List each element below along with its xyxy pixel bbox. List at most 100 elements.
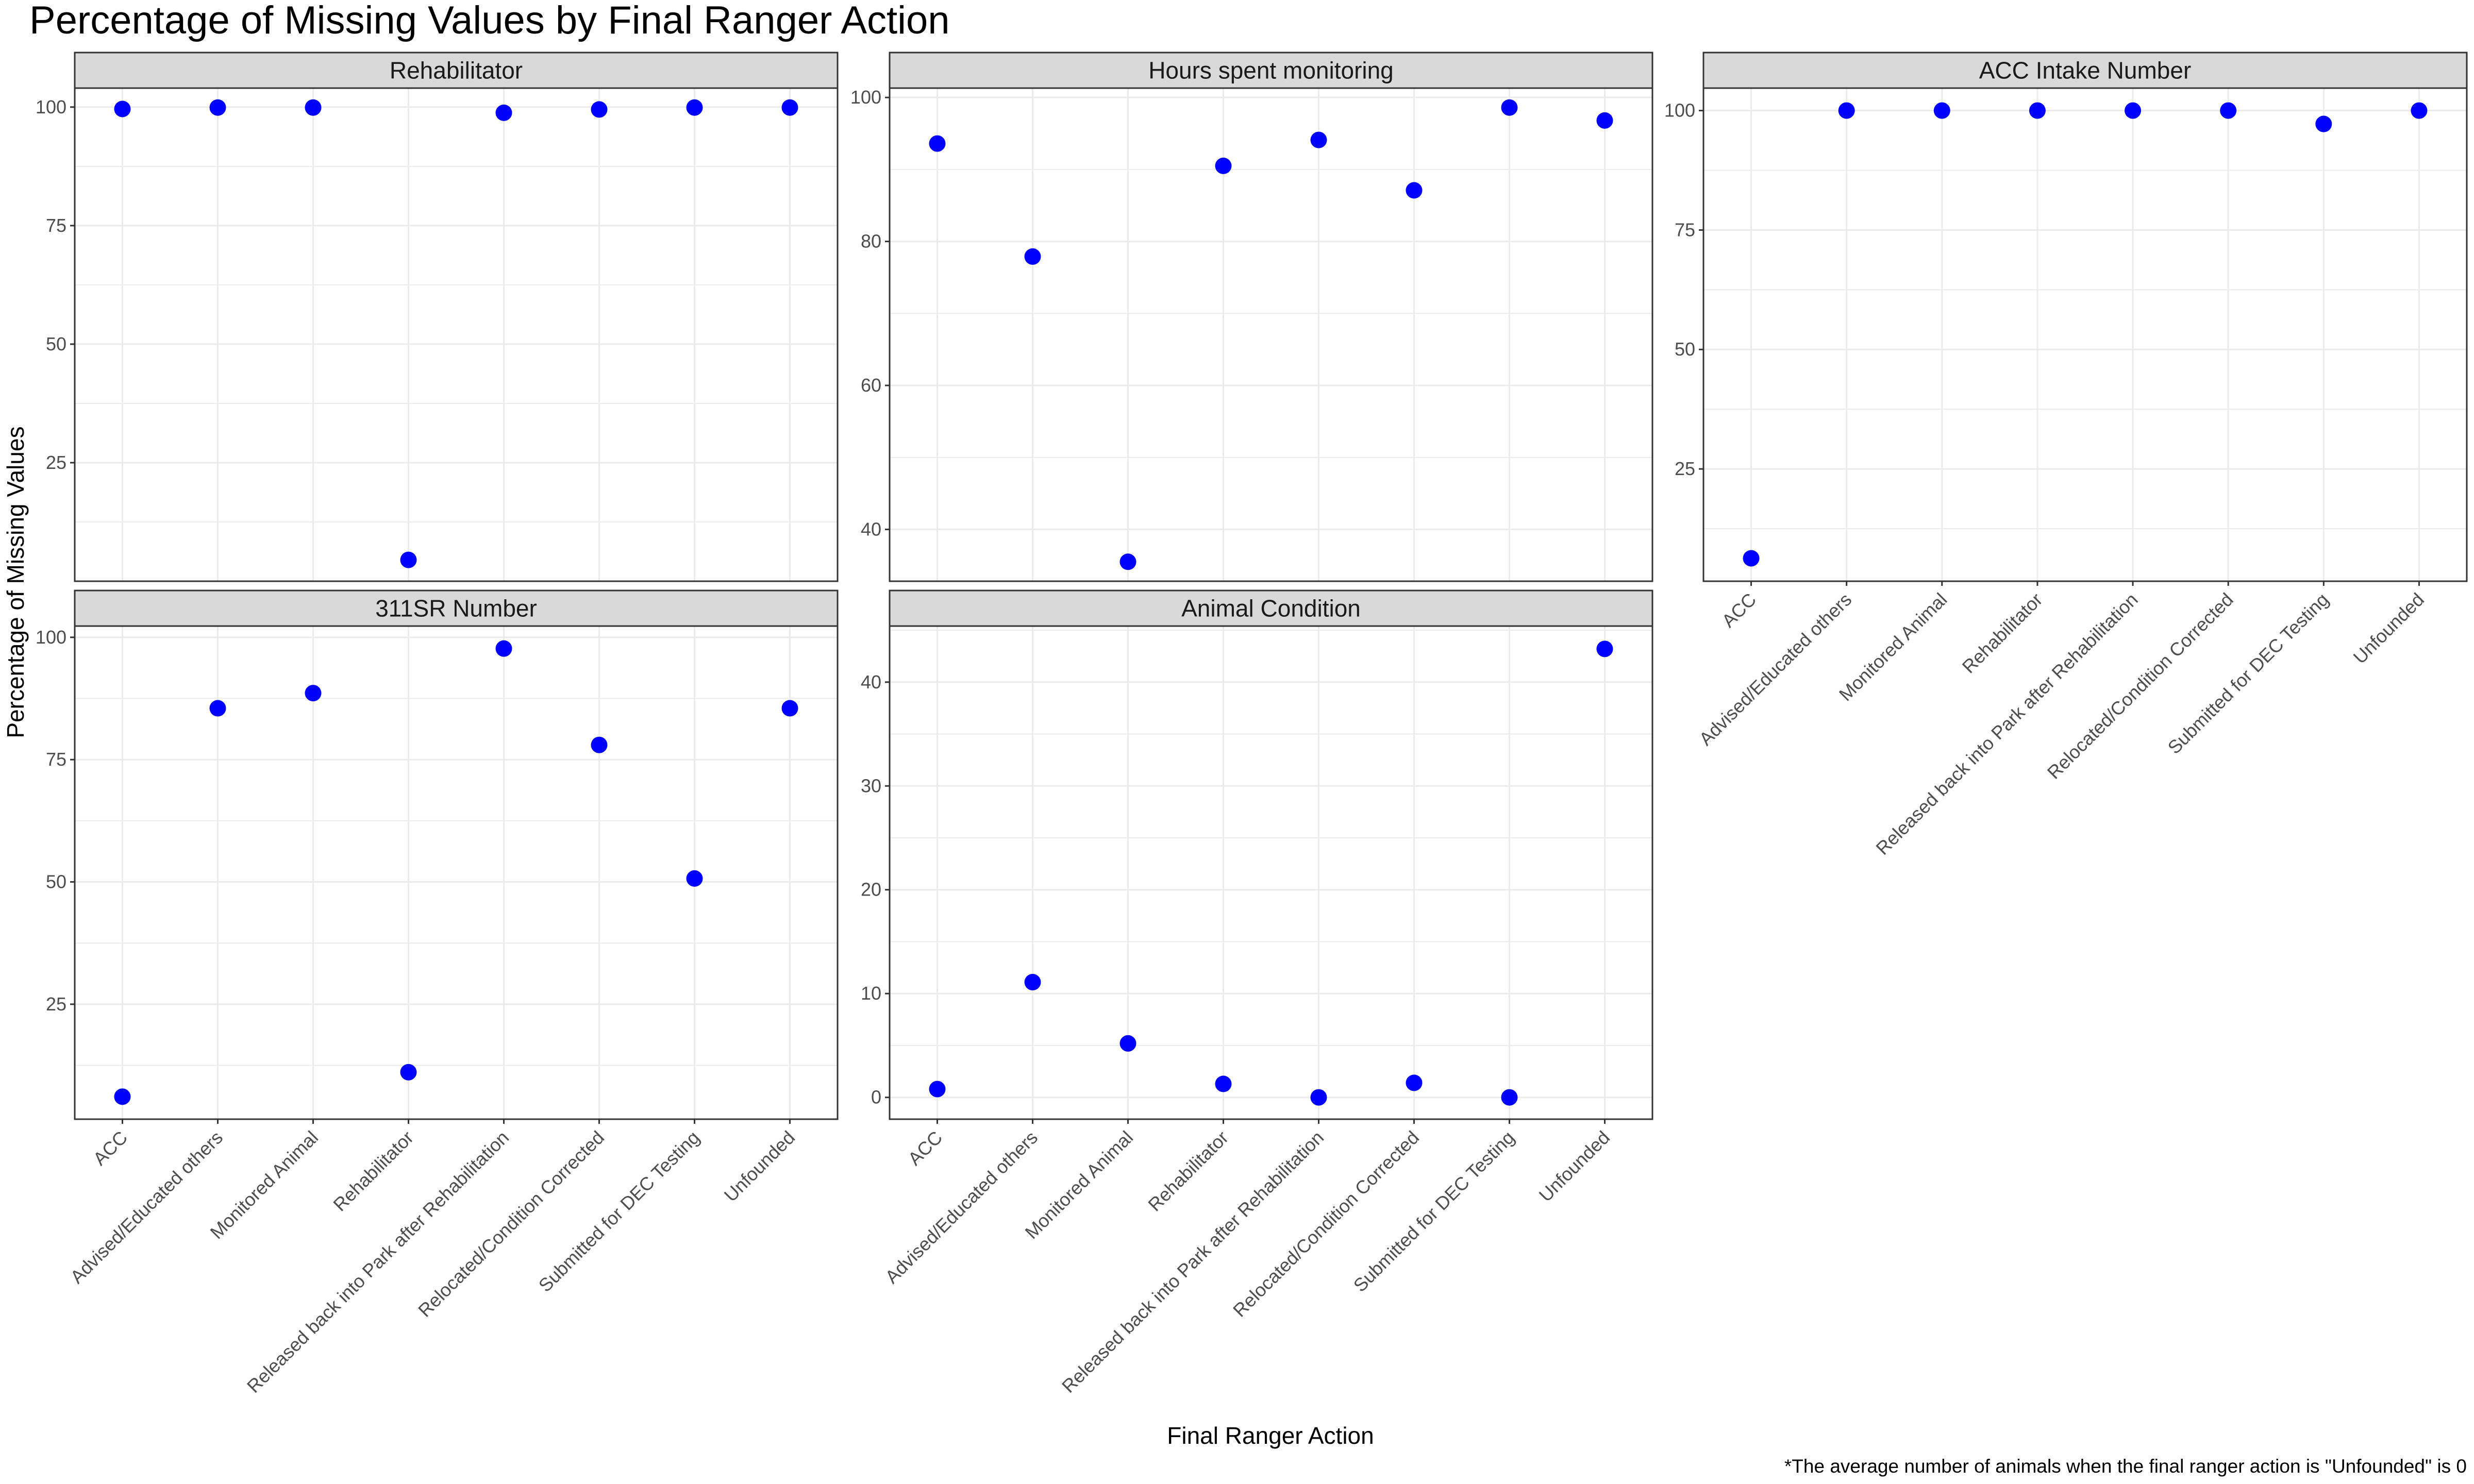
panel-background <box>890 626 1652 1119</box>
facet-strip <box>1702 52 2468 89</box>
y-tick-label: 100 <box>1664 100 1695 121</box>
y-tick-label: 100 <box>36 96 66 117</box>
y-tick-label: 50 <box>46 871 66 892</box>
data-point <box>400 551 417 568</box>
facet-strip-label: 311SR Number <box>375 595 537 622</box>
facet-strip-label: Rehabilitator <box>390 57 523 84</box>
data-point <box>1501 1089 1518 1106</box>
y-tick-label: 60 <box>861 375 881 396</box>
data-point <box>305 685 322 702</box>
data-point <box>2315 115 2332 132</box>
data-point <box>1596 112 1613 129</box>
data-point <box>1024 248 1041 265</box>
data-point <box>929 135 946 152</box>
x-tick-label: Relocated/Condition Corrected <box>1229 1127 1423 1321</box>
data-point <box>495 640 512 657</box>
y-tick-label: 80 <box>861 231 881 252</box>
data-point <box>781 700 798 717</box>
facet-strip <box>889 589 1653 627</box>
x-tick-label: Unfounded <box>720 1127 799 1206</box>
data-point <box>1215 1075 1232 1092</box>
data-point <box>495 104 512 121</box>
data-point <box>1310 1089 1327 1106</box>
data-point <box>114 1088 131 1105</box>
x-tick-label: Advised/Educated others <box>66 1127 227 1288</box>
data-point <box>929 1081 946 1098</box>
x-tick-label: Unfounded <box>1535 1127 1614 1206</box>
data-point <box>1310 131 1327 148</box>
facet-panel: 25 50 75 100 Rehabilitator <box>36 52 839 582</box>
facet-strip <box>74 52 839 89</box>
chart-caption: *The average number of animals when the … <box>1784 1456 2467 1477</box>
data-point <box>2125 102 2142 119</box>
data-point <box>1119 553 1136 570</box>
y-tick-label: 100 <box>36 627 66 648</box>
x-tick-label: Submitted for DEC Testing <box>534 1127 704 1296</box>
facet-panel: 0 10 20 30 40 Animal Condition ACCAdvised/Educ… <box>861 589 1653 1397</box>
facet-strip-label: Animal Condition <box>1181 595 1361 622</box>
data-point <box>781 99 798 116</box>
data-point <box>1406 1074 1423 1091</box>
y-tick-label: 40 <box>861 671 881 693</box>
data-point <box>686 870 703 887</box>
y-tick-label: 75 <box>46 749 66 770</box>
x-tick-label: Submitted for DEC Testing <box>2163 589 2332 758</box>
y-tick-label: 100 <box>850 87 881 108</box>
y-tick-label: 50 <box>46 333 66 355</box>
data-point <box>591 101 608 118</box>
data-point <box>209 700 226 717</box>
data-point <box>1119 1035 1136 1052</box>
data-point <box>1024 974 1041 991</box>
facet-panel: 25 50 75 100 ACC Intake Number ACCAdvised/Edu… <box>1664 52 2468 859</box>
x-tick-label: Relocated/Condition Corrected <box>2043 589 2237 783</box>
facet-strip-label: Hours spent monitoring <box>1148 57 1394 84</box>
x-tick-label: Submitted for DEC Testing <box>1349 1127 1518 1296</box>
panel-background <box>75 88 838 581</box>
panel-background <box>890 88 1652 581</box>
panel-background <box>1703 88 2467 581</box>
data-point <box>2220 102 2237 119</box>
x-tick-label: ACC <box>1717 589 1760 632</box>
y-tick-label: 25 <box>1675 458 1695 479</box>
y-tick-label: 75 <box>46 215 66 236</box>
y-tick-label: 0 <box>871 1087 881 1108</box>
data-point <box>591 736 608 753</box>
x-tick-label: ACC <box>904 1127 946 1170</box>
data-point <box>1743 550 1760 567</box>
facet-strip <box>889 52 1653 89</box>
data-point <box>1406 182 1423 199</box>
facet-strip-label: ACC Intake Number <box>1979 57 2192 84</box>
y-tick-label: 50 <box>1675 339 1695 360</box>
y-axis-title: Percentage of Missing Values <box>2 426 29 738</box>
facet-strip <box>74 589 839 627</box>
data-point <box>1501 99 1518 116</box>
data-point <box>400 1064 417 1081</box>
x-tick-label: Relocated/Condition Corrected <box>414 1127 608 1321</box>
panel-background <box>75 626 838 1119</box>
data-point <box>1933 102 1950 119</box>
x-tick-label: ACC <box>89 1127 131 1170</box>
x-tick-label: Rehabilitator <box>1144 1127 1232 1216</box>
facet-panel: 40 60 80 100 Hours spent monitoring <box>850 52 1653 582</box>
data-point <box>1838 102 1855 119</box>
y-tick-label: 25 <box>46 452 66 473</box>
data-point <box>686 99 703 116</box>
data-point <box>114 100 131 117</box>
y-tick-label: 40 <box>861 518 881 539</box>
x-tick-label: Unfounded <box>2349 589 2429 668</box>
y-tick-label: 25 <box>46 993 66 1015</box>
data-point <box>2411 102 2428 119</box>
x-tick-label: Rehabilitator <box>329 1127 417 1216</box>
chart-title: Percentage of Missing Values by Final Ra… <box>29 0 950 42</box>
data-point <box>2029 102 2046 119</box>
y-tick-label: 75 <box>1675 219 1695 240</box>
y-tick-label: 30 <box>861 775 881 796</box>
y-tick-label: 10 <box>861 983 881 1004</box>
data-point <box>1215 157 1232 174</box>
x-tick-label: Advised/Educated others <box>881 1127 1042 1288</box>
y-tick-label: 20 <box>861 879 881 900</box>
data-point <box>209 99 226 116</box>
data-point <box>1596 640 1613 657</box>
